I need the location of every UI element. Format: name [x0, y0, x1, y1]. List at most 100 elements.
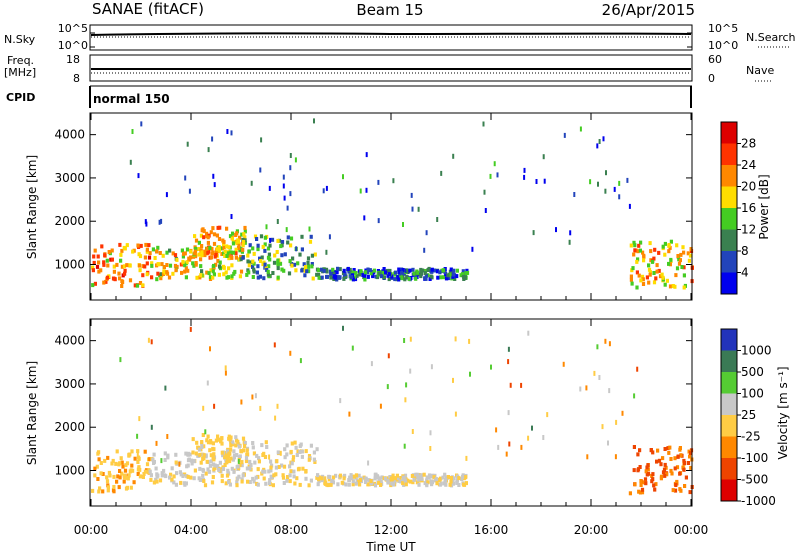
freq-left-label: Freq.	[7, 54, 34, 67]
echo-cell	[270, 237, 275, 242]
echo-cell	[357, 473, 361, 478]
echo-cell	[657, 458, 662, 463]
echo-cell	[683, 484, 687, 488]
echo-cell	[278, 261, 283, 266]
echo-cell	[343, 272, 347, 277]
echo-cell	[202, 444, 206, 449]
echo-cell	[137, 263, 142, 268]
colorbar-tick-label: 4	[741, 266, 749, 280]
echo-cell	[172, 474, 176, 479]
echo-cell	[225, 452, 229, 457]
echo-cell	[145, 247, 149, 252]
echo-cell	[290, 263, 294, 268]
echo-cell-sparse	[289, 165, 292, 171]
echo-cell	[289, 236, 294, 241]
echo-cell	[192, 476, 196, 481]
echo-cell	[312, 457, 316, 462]
echo-cell	[108, 473, 112, 478]
echo-cell	[448, 272, 452, 277]
echo-cell	[660, 272, 664, 277]
echo-cell	[226, 454, 230, 459]
echo-cell	[203, 253, 207, 258]
echo-cell-sparse	[618, 194, 621, 200]
colorbar-tick-label: 500	[741, 365, 764, 379]
echo-cell	[651, 477, 655, 482]
echo-cell	[280, 463, 284, 468]
echo-cell	[659, 462, 663, 467]
echo-cell	[120, 460, 124, 465]
echo-cell	[196, 453, 200, 458]
echo-cell	[184, 275, 188, 280]
echo-cell	[160, 473, 164, 478]
echo-cell	[676, 254, 680, 258]
echo-cell	[206, 440, 211, 445]
echo-cell	[331, 267, 335, 272]
echo-cell	[449, 479, 453, 484]
echo-cell	[104, 279, 108, 284]
echo-cell	[641, 277, 645, 282]
echo-cell	[192, 263, 196, 268]
echo-cell	[668, 262, 672, 267]
echo-cell	[286, 240, 290, 245]
echo-cell	[668, 445, 672, 450]
echo-cell	[141, 475, 145, 479]
echo-cell	[283, 252, 287, 257]
echo-cell	[397, 269, 402, 274]
echo-cell-sparse	[283, 195, 286, 201]
echo-cell	[125, 461, 130, 466]
echo-cell-sparse	[601, 424, 604, 430]
echo-cell	[390, 274, 394, 279]
echo-cell	[415, 480, 419, 485]
echo-cell	[303, 273, 307, 278]
echo-cell	[255, 237, 259, 241]
echo-cell-sparse	[465, 455, 468, 461]
echo-cell-sparse	[299, 358, 302, 364]
echo-cell	[326, 483, 330, 488]
echo-cell	[644, 469, 648, 474]
echo-cell	[651, 450, 655, 455]
echo-cell	[275, 459, 279, 464]
echo-cell	[652, 280, 657, 285]
echo-cell	[375, 275, 380, 280]
echo-cell-sparse	[160, 458, 163, 464]
echo-cell	[354, 473, 359, 478]
echo-cell	[416, 475, 420, 479]
echo-cell-sparse	[605, 170, 607, 176]
echo-cell	[106, 263, 110, 268]
echo-cell	[433, 478, 437, 483]
noise-sky-line	[90, 32, 692, 36]
echo-cell	[165, 250, 169, 255]
echo-cell	[686, 461, 691, 465]
echo-cell	[237, 242, 241, 247]
echo-cell-sparse	[251, 394, 254, 400]
echo-cell	[252, 479, 256, 484]
echo-cell	[174, 268, 178, 273]
echo-cell	[200, 244, 204, 248]
echo-cell	[189, 475, 193, 480]
echo-cell	[203, 249, 207, 254]
colorbar-segment	[721, 479, 737, 502]
echo-cell	[185, 247, 190, 252]
echo-cell	[232, 469, 236, 474]
echo-cell	[227, 245, 231, 250]
echo-cell	[215, 247, 219, 252]
echo-cell	[193, 468, 197, 473]
echo-cell	[92, 260, 96, 265]
echo-cell	[661, 244, 665, 249]
echo-cell	[230, 263, 234, 268]
echo-cell	[323, 476, 327, 481]
echo-cell	[288, 479, 292, 484]
echo-cell	[317, 268, 321, 273]
echo-cell	[198, 466, 202, 471]
echo-cell	[168, 263, 173, 268]
nave-right-label: Nave	[746, 64, 774, 77]
echo-cell-sparse	[279, 450, 282, 456]
echo-cell	[654, 482, 658, 487]
echo-cell	[460, 477, 464, 481]
echo-cell	[635, 270, 639, 275]
echo-cell-sparse	[608, 341, 611, 347]
echo-cell	[99, 461, 103, 465]
echo-cell	[354, 475, 358, 480]
echo-cell	[419, 267, 423, 272]
echo-cell	[252, 251, 256, 256]
